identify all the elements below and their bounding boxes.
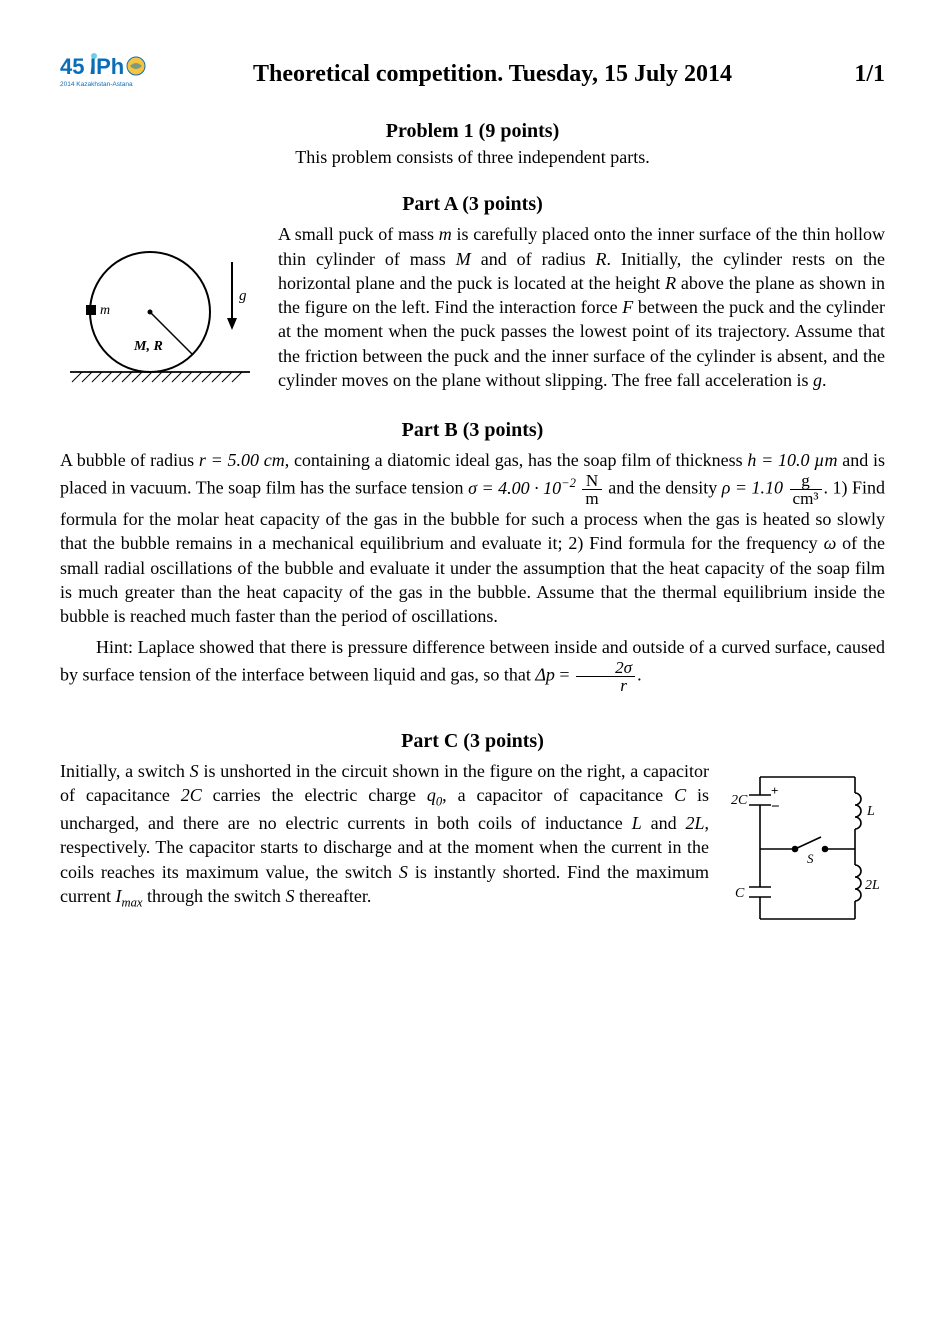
header-title: Theoretical competition. Tuesday, 15 Jul…: [160, 58, 825, 90]
page-number: 1/1: [825, 58, 885, 90]
partA-figure: m M, R g: [60, 222, 260, 398]
partC-block: Initially, a switch S is unshorted in th…: [60, 759, 885, 945]
figC-2L: 2L: [865, 878, 880, 893]
svg-text:−: −: [771, 799, 780, 815]
figC-C: C: [735, 886, 745, 901]
partA-title: Part A (3 points): [60, 191, 885, 218]
figC-L: L: [866, 804, 875, 819]
problem-subtitle: This problem consists of three independe…: [60, 145, 885, 169]
problem-title: Problem 1 (9 points): [60, 118, 885, 145]
partB-title: Part B (3 points): [60, 417, 885, 444]
partC-title: Part C (3 points): [60, 728, 885, 755]
logo-subtext: 2014 Kazakhstan-Astana: [60, 81, 133, 88]
logo-ipho-text: IPh: [90, 54, 124, 79]
page: 45 IPh 2014 Kazakhstan-Astana Theoretica…: [0, 0, 945, 1337]
figC-S: S: [807, 851, 814, 866]
svg-text:+: +: [771, 783, 778, 798]
partA-text: A small puck of mass m is carefully plac…: [278, 222, 885, 392]
figA-m-label: m: [100, 303, 110, 318]
header-row: 45 IPh 2014 Kazakhstan-Astana Theoretica…: [60, 50, 885, 90]
partB-text: A bubble of radius r = 5.00 cm, containi…: [60, 448, 885, 629]
partB-hint: Hint: Laplace showed that there is press…: [60, 635, 885, 694]
figA-g-label: g: [239, 288, 247, 304]
event-logo: 45 IPh 2014 Kazakhstan-Astana: [60, 50, 160, 90]
partA-block: m M, R g A small puck of mass m is caref…: [60, 222, 885, 398]
figA-MR-label: M, R: [133, 339, 163, 354]
logo-45-text: 45: [60, 54, 84, 79]
figC-2C: 2C: [731, 793, 748, 808]
partC-figure: + − 2C L S C 2L: [725, 759, 885, 945]
partC-text: Initially, a switch S is unshorted in th…: [60, 759, 709, 911]
